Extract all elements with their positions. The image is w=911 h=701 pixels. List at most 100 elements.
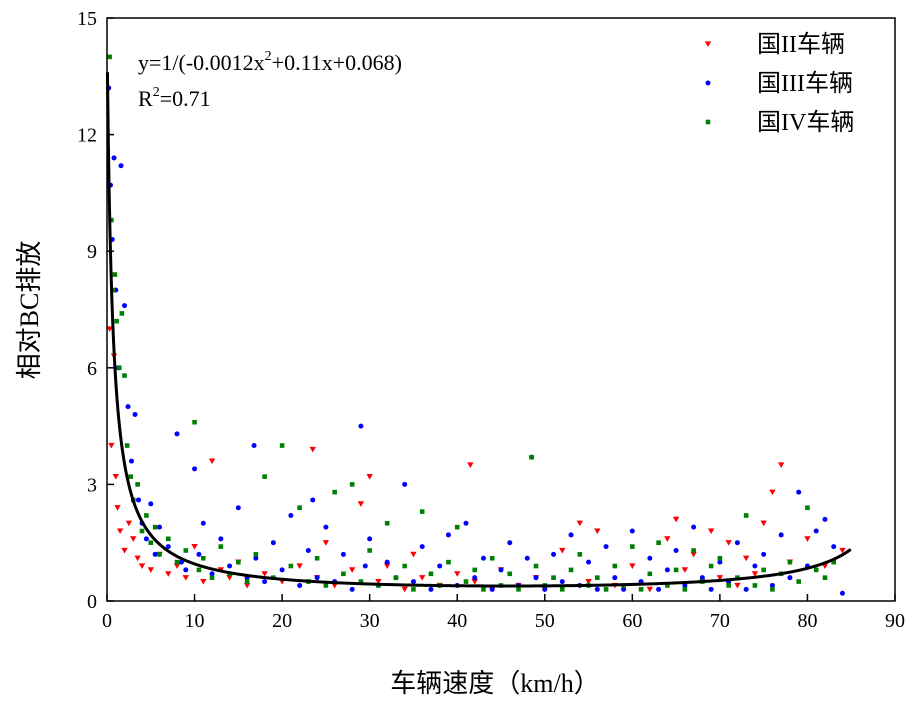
data-point xyxy=(760,520,767,527)
data-point xyxy=(119,311,125,316)
data-point xyxy=(507,571,513,577)
data-point xyxy=(761,551,767,557)
series-3 xyxy=(107,54,837,592)
y-tick-label: 15 xyxy=(77,8,97,30)
data-point xyxy=(664,567,670,573)
data-point xyxy=(742,555,750,562)
data-point xyxy=(454,524,460,530)
data-point xyxy=(251,443,257,449)
data-point xyxy=(226,575,233,581)
data-point xyxy=(132,411,138,417)
x-axis-title: 车辆速度（km/h） xyxy=(390,669,599,698)
data-point xyxy=(366,474,373,480)
data-point xyxy=(192,466,198,472)
data-point xyxy=(349,586,355,592)
data-point xyxy=(822,516,828,522)
data-point xyxy=(769,582,775,588)
data-point xyxy=(340,551,346,557)
data-point xyxy=(253,552,259,557)
data-point xyxy=(673,567,679,573)
data-point xyxy=(559,547,566,554)
data-point xyxy=(796,489,802,495)
data-point xyxy=(253,555,259,561)
data-point xyxy=(243,582,251,589)
data-point xyxy=(402,481,408,487)
data-point xyxy=(603,587,609,592)
data-point xyxy=(401,586,408,593)
data-point xyxy=(770,587,775,592)
data-point xyxy=(148,501,154,507)
data-point xyxy=(787,575,793,581)
data-point xyxy=(533,563,539,569)
data-point xyxy=(734,582,741,589)
data-point xyxy=(481,587,486,592)
x-axis-ticks: 0 10 20 30 40 50 60 70 80 90 xyxy=(102,594,905,632)
data-point xyxy=(542,586,548,592)
data-point xyxy=(393,575,399,580)
data-point xyxy=(752,563,758,569)
data-point xyxy=(752,583,758,588)
data-point xyxy=(690,551,697,558)
legend-label: 国III车辆 xyxy=(757,70,853,97)
data-point xyxy=(743,586,749,592)
data-point xyxy=(454,571,461,577)
data-point xyxy=(673,547,679,553)
data-point xyxy=(244,579,250,584)
data-point xyxy=(708,586,714,592)
data-point xyxy=(109,217,114,223)
series-2 xyxy=(106,85,845,596)
data-point xyxy=(437,563,443,569)
legend-marker xyxy=(705,119,711,125)
data-point xyxy=(568,532,574,538)
data-point xyxy=(124,443,130,448)
data-point xyxy=(348,567,356,573)
data-point xyxy=(209,575,215,580)
x-tick-label: 20 xyxy=(272,610,292,632)
data-point xyxy=(130,536,137,542)
data-point xyxy=(116,365,122,371)
data-point xyxy=(463,520,469,526)
data-point xyxy=(279,567,285,573)
data-point xyxy=(125,404,131,410)
data-point xyxy=(708,563,714,569)
data-point xyxy=(152,524,158,530)
data-point xyxy=(726,583,731,588)
data-point xyxy=(118,163,124,169)
data-point xyxy=(428,586,434,592)
data-point xyxy=(646,586,654,593)
data-point xyxy=(672,516,680,523)
data-point xyxy=(577,552,583,557)
data-point xyxy=(138,563,146,570)
y-tick-label: 9 xyxy=(87,241,97,263)
y-tick-label: 0 xyxy=(87,591,97,613)
data-point xyxy=(125,520,133,527)
data-point xyxy=(630,544,635,549)
data-point xyxy=(428,571,434,577)
data-point xyxy=(467,462,474,468)
x-tick-label: 70 xyxy=(710,610,730,632)
data-point xyxy=(717,559,723,565)
data-point xyxy=(106,326,113,332)
data-point xyxy=(191,543,198,550)
data-point xyxy=(121,547,128,554)
data-point xyxy=(112,474,119,480)
y-tick-label: 6 xyxy=(87,358,97,380)
data-point xyxy=(192,419,197,425)
legend-label: 国IV车辆 xyxy=(757,109,854,136)
data-point xyxy=(498,567,504,573)
data-point xyxy=(656,540,661,545)
data-point xyxy=(331,582,338,589)
data-point xyxy=(165,571,172,577)
data-point xyxy=(463,579,469,584)
data-point xyxy=(769,489,776,496)
data-point xyxy=(831,544,837,550)
data-point xyxy=(367,548,372,553)
data-point xyxy=(297,582,303,588)
x-tick-label: 90 xyxy=(885,610,905,632)
data-point xyxy=(322,540,330,546)
data-point xyxy=(122,373,127,378)
data-point xyxy=(332,489,337,495)
data-point xyxy=(108,442,115,449)
data-point xyxy=(235,505,241,511)
data-point xyxy=(839,547,846,554)
